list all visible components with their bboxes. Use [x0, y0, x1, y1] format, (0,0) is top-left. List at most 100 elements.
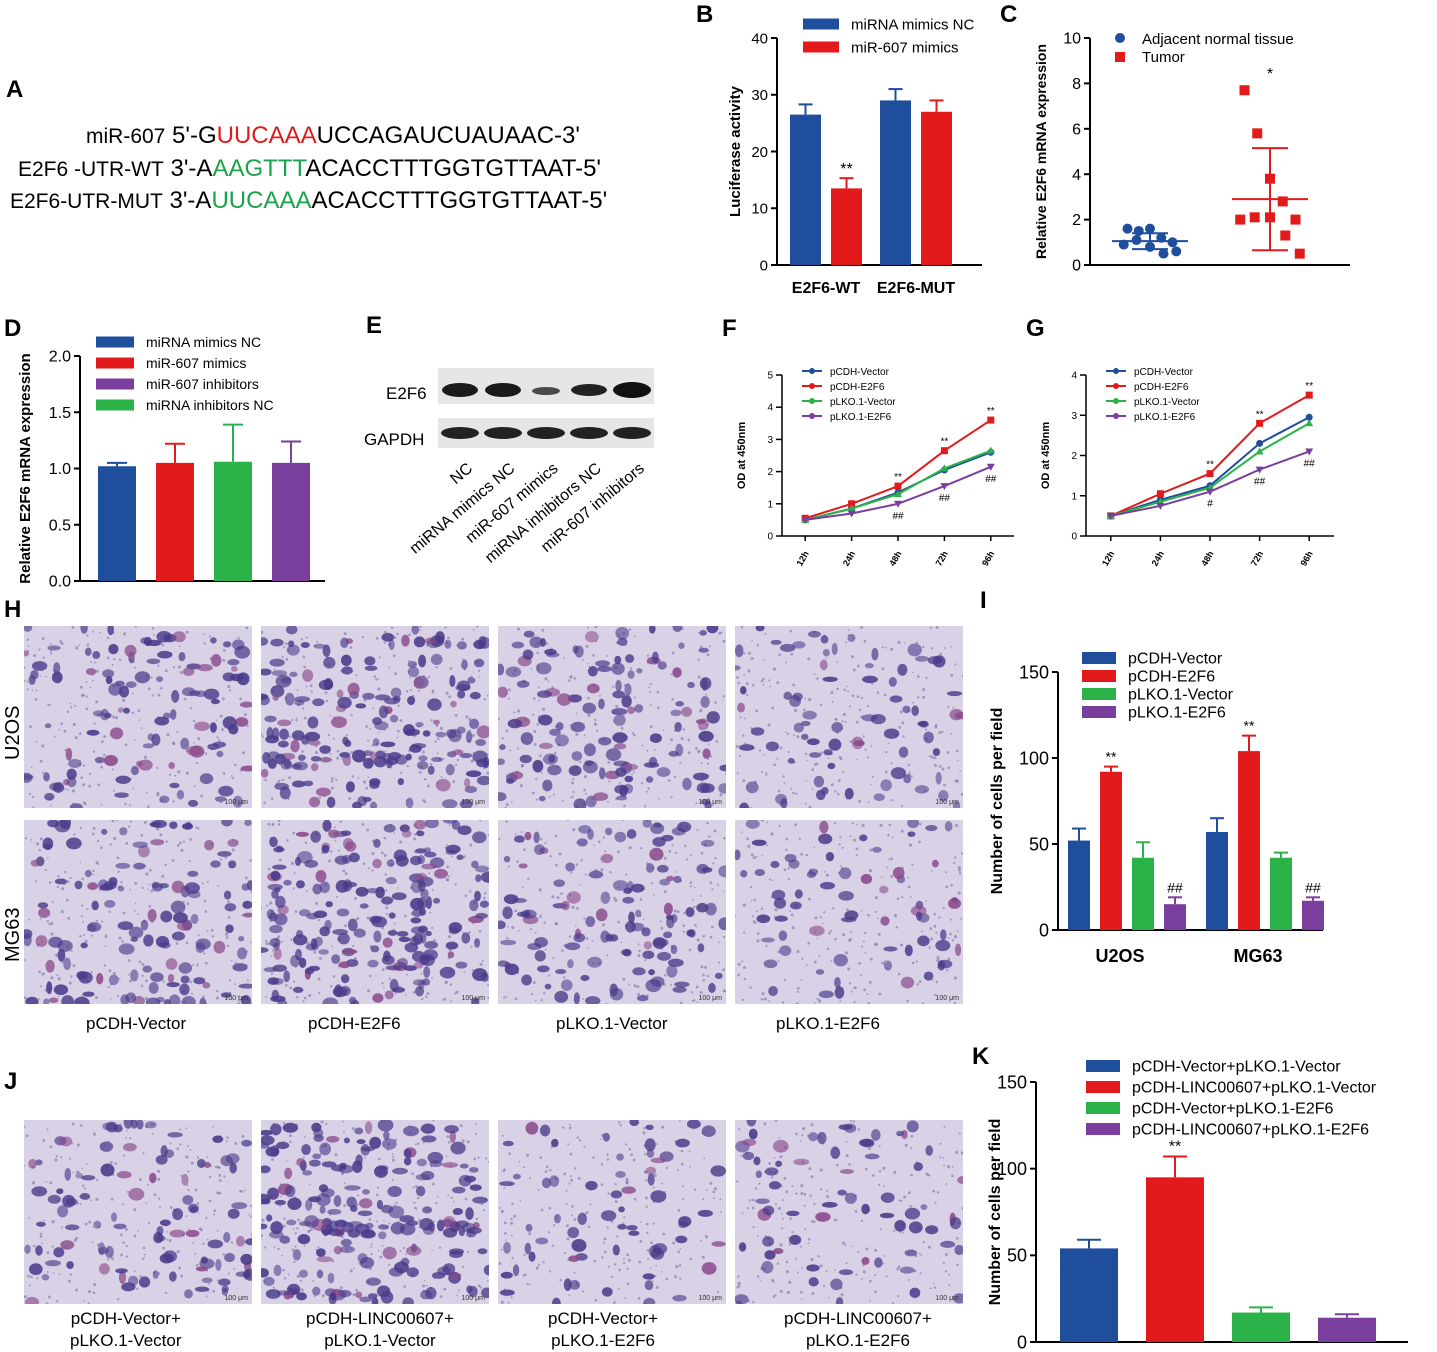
bar — [1238, 751, 1260, 930]
migration-image-canvas — [24, 1120, 252, 1304]
seq-label: E2F6-UTR-MUT — [10, 190, 163, 213]
y-tick-label: 30 — [751, 87, 768, 104]
legend-swatch — [1082, 652, 1116, 664]
data-point — [1294, 248, 1305, 259]
panel-letter: G — [1026, 315, 1045, 342]
seq-prefix: 5'-G — [172, 122, 217, 149]
migration-image-canvas — [735, 820, 963, 1004]
scale-bar-label: 100 μm — [935, 995, 960, 1002]
bar — [1232, 1312, 1290, 1342]
y-tick-label: 0 — [767, 532, 773, 543]
legend-marker — [1113, 368, 1119, 374]
y-tick-label: 1 — [767, 499, 773, 510]
chart-i: 0 50 100 150 Number of cells per field U2OS MG… — [989, 651, 1324, 966]
bar — [831, 188, 862, 265]
y-tick-label: 0.5 — [49, 517, 71, 534]
bar — [1132, 857, 1154, 930]
y-tick-label: 10 — [751, 201, 768, 218]
condition-label: pCDH-LINC00607+ pLKO.1-Vector — [306, 1308, 454, 1352]
y-tick-label: 20 — [751, 144, 768, 161]
panel-letter-a: A — [6, 76, 24, 103]
western-blot-image — [438, 368, 654, 448]
seq-suffix: ACACCTTTGGTGTTAAT-5' — [311, 187, 608, 214]
legend-swatch — [1082, 688, 1116, 700]
y-tick-label: 0.0 — [49, 574, 71, 591]
significance-mark: ** — [1106, 749, 1117, 765]
migration-image-canvas — [261, 626, 489, 808]
y-tick-label: 4 — [1072, 167, 1081, 184]
panel-letter: B — [696, 1, 713, 28]
western-blot — [438, 368, 654, 448]
y-tick-label: 1.0 — [49, 461, 71, 478]
bar — [1164, 904, 1186, 930]
data-point — [1255, 447, 1264, 455]
scale-bar-label: 100 μm — [224, 995, 249, 1002]
significance-mark: * — [1267, 66, 1273, 83]
condition-label: pCDH-Vector+ pLKO.1-Vector — [70, 1308, 182, 1352]
legend-label: pCDH-E2F6 — [830, 382, 885, 393]
migration-image: 100 μm — [24, 820, 252, 1004]
legend-label: miR-607 mimics — [851, 39, 959, 56]
chart-f: 0 1 2 3 4 5 OD at 450nm 12h 24h 48h 72h 96h ** ** ** ##… — [736, 367, 1014, 568]
legend-marker — [1113, 383, 1119, 389]
y-tick-label: 4 — [1071, 371, 1077, 382]
scale-bar-label: 100 μm — [461, 1295, 486, 1302]
significance-mark: ** — [1169, 1139, 1181, 1156]
panel-letter: K — [972, 1043, 990, 1070]
y-tick-label: 100 — [1019, 748, 1049, 768]
y-tick-label: 1.5 — [49, 405, 71, 422]
legend-label: pLKO.1-E2F6 — [1134, 412, 1196, 423]
y-axis-label: OD at 450nm — [736, 422, 748, 489]
panel-letter-j: J — [4, 1068, 18, 1095]
data-point — [1280, 230, 1291, 241]
data-point — [894, 482, 902, 490]
chart-b: 0 10 20 30 40 Luciferase activity E2F6-WT E2F6-… — [727, 16, 982, 297]
data-point — [1206, 470, 1214, 478]
y-tick-label: 6 — [1072, 121, 1081, 138]
legend-marker — [809, 383, 815, 389]
scale-bar-label: 100 μm — [461, 995, 486, 1002]
data-point — [1252, 128, 1263, 139]
migration-image-canvas — [24, 626, 252, 808]
y-tick-label: 40 — [751, 30, 768, 47]
data-point — [1305, 413, 1313, 421]
migration-image-canvas — [735, 1120, 963, 1304]
bar — [98, 466, 136, 581]
x-tick-label: 72h — [1249, 549, 1265, 567]
x-tick-label: E2F6-WT — [792, 280, 861, 297]
migration-image-canvas — [24, 820, 252, 1004]
data-point — [1290, 214, 1301, 225]
condition-line-1: pCDH-LINC00607+ — [306, 1309, 454, 1328]
condition-label: pLKO.1-Vector — [556, 1014, 668, 1033]
data-point — [986, 463, 995, 471]
migration-image-canvas — [261, 1120, 489, 1304]
data-point — [940, 483, 949, 491]
seq-suffix: ACACCTTTGGTGTTAAT-5' — [305, 155, 602, 182]
bar — [156, 462, 194, 581]
legend-swatch — [96, 378, 134, 390]
panel-letter: D — [4, 315, 21, 342]
significance-mark: ** — [1305, 381, 1313, 392]
y-tick-label: 0 — [1039, 920, 1049, 940]
data-point — [1305, 391, 1313, 399]
x-tick-label: 24h — [1150, 549, 1166, 567]
seq-seed: UUCAAA — [211, 187, 312, 214]
condition-label: pCDH-Vector+ pLKO.1-E2F6 — [548, 1308, 658, 1352]
scale-bar-label: 100 μm — [224, 799, 249, 806]
condition-line-2: pLKO.1-Vector — [324, 1331, 436, 1350]
significance-mark: ** — [987, 406, 995, 417]
y-tick-label: 100 — [997, 1159, 1027, 1179]
legend-swatch — [1086, 1102, 1120, 1114]
legend-label: miR-607 mimics — [146, 355, 246, 371]
data-point — [1131, 235, 1142, 246]
significance-mark: ## — [1254, 477, 1266, 488]
data-point — [940, 447, 948, 455]
migration-image: 100 μm — [735, 820, 963, 1004]
legend-swatch — [1115, 33, 1125, 43]
migration-image-canvas — [735, 626, 963, 808]
legend-label: miRNA inhibitors NC — [146, 397, 274, 413]
migration-image: 100 μm — [735, 626, 963, 808]
wb-band-label-gapdh: GAPDH — [364, 430, 425, 449]
migration-image: 100 μm — [261, 820, 489, 1004]
